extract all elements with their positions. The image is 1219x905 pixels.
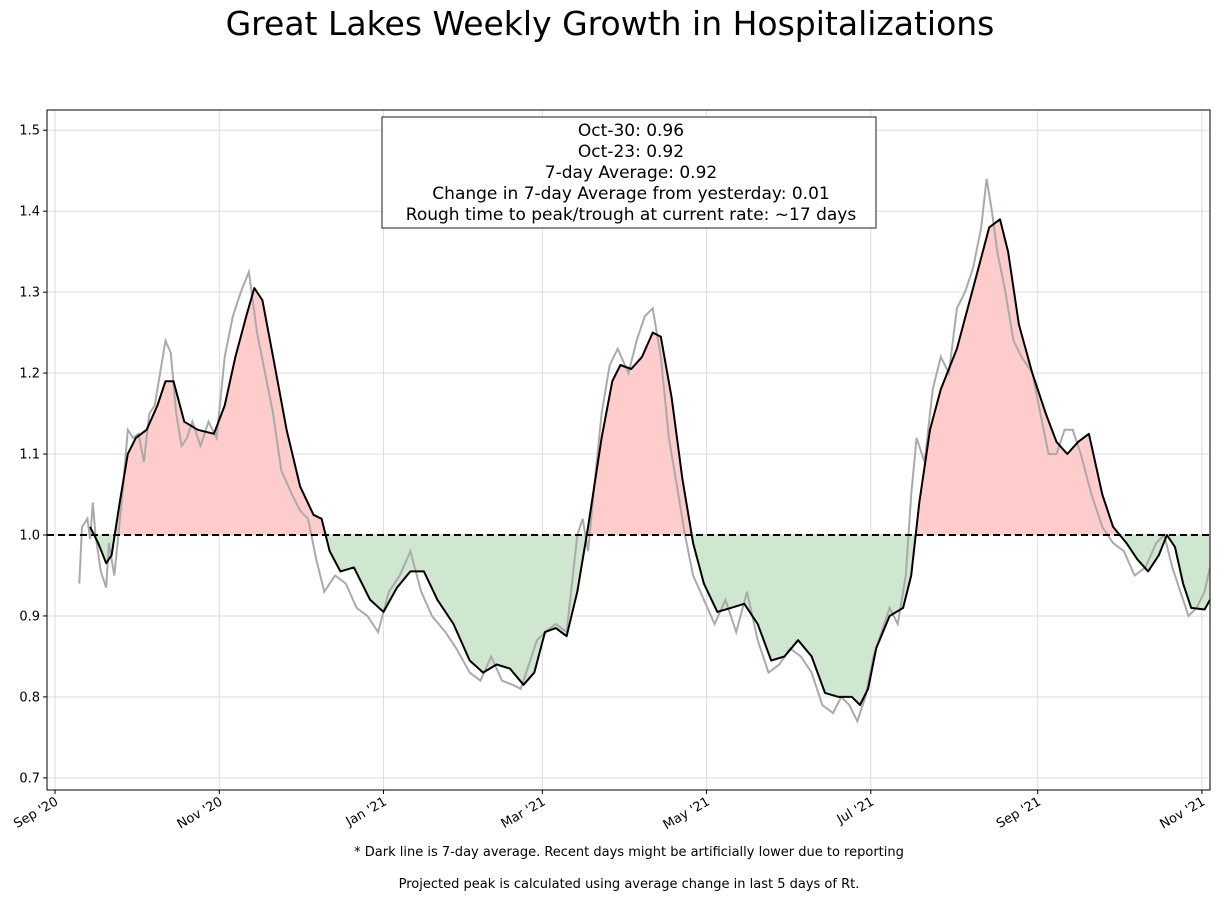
x-tick-label: Jan '21 [343,794,390,830]
y-tick-label: 0.7 [19,771,40,786]
area-above-1 [915,219,1120,536]
y-tick-label: 1.4 [19,205,40,220]
chart-title: Great Lakes Weekly Growth in Hospitaliza… [226,4,995,43]
annotation-box: Oct-30: 0.96 Oct-23: 0.92 7-day Average:… [381,116,877,229]
x-tick-label: Nov '21 [1157,794,1207,832]
x-tick-label: Jul '21 [834,794,877,827]
x-tick-label: May '21 [661,794,713,833]
area-above-1 [586,332,692,535]
annotation-line: Oct-30: 0.96 [578,121,684,141]
axes-frame [46,109,1211,791]
annotation-line: Change in 7-day Average from yesterday: … [432,184,829,204]
average-line [89,218,1210,706]
y-tick-label: 1.5 [19,124,40,139]
x-tick-label: Sep '21 [994,794,1044,831]
y-tick-label: 1.2 [19,367,40,382]
annotation-line: 7-day Average: 0.92 [545,163,717,183]
annotation-line: Rough time to peak/trough at current rat… [406,205,857,225]
area-below-1 [691,535,916,705]
daily-line [78,178,1210,724]
y-tick-label: 0.8 [19,690,40,705]
area-below-1 [94,535,115,564]
x-tick-label: Nov '20 [175,794,225,832]
x-tick-label: Mar '21 [499,794,549,831]
y-tick-label: 0.9 [19,609,40,624]
area-below-1 [325,535,587,685]
y-tick-label: 1.3 [19,286,40,301]
area-above-1 [114,288,326,535]
x-tick-label: Sep '20 [11,794,61,831]
y-tick-label: 1.1 [19,448,40,463]
footnote: * Dark line is 7-day average. Recent day… [354,845,904,860]
annotation-line: Oct-23: 0.92 [578,142,684,162]
footnote: Projected peak is calculated using avera… [399,877,860,892]
y-tick-label: 1.0 [19,529,40,544]
plot-area: 0.7 0.8 0.9 1.0 1.1 1.2 1.3 1.4 1.5 Sep '20 Nov '2… [11,109,1211,833]
area-below-1 [1166,535,1210,610]
